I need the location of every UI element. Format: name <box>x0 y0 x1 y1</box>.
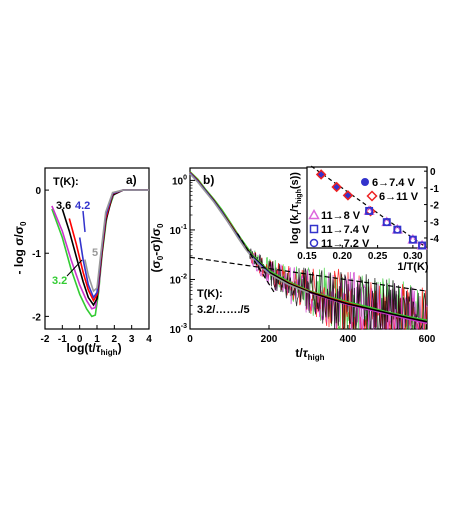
inset-legend-marker-2 <box>308 208 320 220</box>
panel-b-xtick-label-0: 0 <box>187 334 193 345</box>
panel-b-xtick-label-1: 200 <box>261 334 278 345</box>
panel-a-xtick-label-5: 3 <box>129 334 135 345</box>
annotation-4-2-pointer <box>82 210 86 233</box>
inset-legend-marker-0 <box>361 178 369 186</box>
inset-point-1-0 <box>315 169 327 180</box>
panel-a-series-group <box>51 189 149 318</box>
panel-a-xtick-label-1: -1 <box>58 334 67 345</box>
panel-b-series-group <box>189 171 428 325</box>
annotation-5: 5 <box>92 247 98 259</box>
inset-point-4-0 <box>365 206 374 215</box>
panel-b: 0 200 400 600 100 10-1 10-2 10-3 b) T(K): 3.2/…… <box>149 167 436 362</box>
inset-legend: 6→7.4 V 6→11 V 11→8 V 11→7.4 V 11→7.2 V <box>308 177 419 250</box>
inset-xtick-label-1: 0.20 <box>333 251 353 262</box>
panel-b-annotation-title: T(K): <box>197 288 223 300</box>
inset-xtick-label-0: 0.15 <box>297 251 317 262</box>
inset-xtick-label-3: 0.30 <box>403 251 423 262</box>
inset-legend-marker-3 <box>309 224 319 234</box>
panel-b-ticks: 0 200 400 600 100 10-1 10-2 10-3 <box>170 174 436 345</box>
annotation-3-2: 3.2 <box>52 275 67 287</box>
panel-a-ytick-label-0: 0 <box>35 186 41 197</box>
panel-a-ytick-label-1: -1 <box>32 249 41 260</box>
inset-xlabel: 1/T(K) <box>397 261 429 273</box>
inset-point-4-3 <box>408 235 417 244</box>
inset-legend-label-1: 6→11 V <box>379 191 419 203</box>
panel-a-xtick-label-4: 2 <box>112 334 118 345</box>
panel-a-label: a) <box>126 173 137 187</box>
annotation-4-2: 4.2 <box>75 200 90 212</box>
inset-point-1-2 <box>342 190 354 201</box>
panel-a-ticks: -2 -1 0 1 2 3 40-1-2 <box>32 186 152 345</box>
inset-panel: 0.15 0.20 0.25 0.30 0 -1 -2 -3 -4 6→7.4 V 6→11 V 1… <box>289 165 439 273</box>
annotation-3-2-pointer <box>66 259 83 277</box>
panel-b-ytick-label-3: 10-3 <box>170 323 187 336</box>
inset-legend-label-2: 11→8 V <box>321 210 361 222</box>
inset-point-4-2 <box>393 225 402 234</box>
inset-ytick-label-1: -1 <box>430 184 439 195</box>
inset-legend-label-4: 11→7.2 V <box>321 238 370 250</box>
panel-b-fit-line-1 <box>236 233 276 294</box>
panel-b-xtick-label-3: 600 <box>419 334 436 345</box>
panel-a-xtick-label-2: 0 <box>77 334 83 345</box>
annotation-3-6: 3.6 <box>56 200 71 212</box>
inset-point-4-1 <box>382 218 391 227</box>
inset-points-group <box>315 169 428 250</box>
panel-a-legend-title: T(K): <box>53 176 79 188</box>
panel-b-label: b) <box>203 173 214 187</box>
inset-point-1-1 <box>331 181 342 193</box>
inset-legend-marker-1 <box>366 190 378 202</box>
panel-a: -2 -1 0 1 2 3 40-1-2 a) T(K): 3.6 4.2 5 3.2 lo… <box>12 167 152 357</box>
inset-ticks: 0.15 0.20 0.25 0.30 0 -1 -2 -3 -4 <box>297 167 439 262</box>
inset-legend-label-3: 11→7.4 V <box>321 224 370 236</box>
inset-point-4-4 <box>418 241 427 250</box>
panel-a-xtick-label-3: 1 <box>94 334 100 345</box>
panel-b-curve-5 <box>189 173 309 294</box>
panel-b-ytick-label-0: 100 <box>172 174 187 187</box>
panel-b-xlabel: t/τhigh <box>295 346 324 362</box>
panel-b-ylabel: (σ0-σ)/σ0 <box>149 223 165 272</box>
inset-ytick-label-2: -2 <box>430 201 439 212</box>
inset-ytick-label-3: -3 <box>430 217 439 228</box>
panel-b-ytick-label-2: 10-2 <box>170 273 187 286</box>
panel-a-ylabel: - log σ/σ0 <box>12 221 28 274</box>
panel-a-xlabel: log(t/τhigh) <box>66 341 121 357</box>
inset-xtick-label-2: 0.25 <box>368 251 388 262</box>
panel-b-noise-group <box>248 248 428 330</box>
panel-a-curve-5 <box>84 189 149 293</box>
inset-ytick-label-4: -4 <box>430 234 439 245</box>
panel-a-xtick-label-6: 4 <box>146 334 152 345</box>
inset-ytick-label-0: 0 <box>430 167 436 178</box>
inset-legend-label-0: 6→7.4 V <box>372 177 415 189</box>
panel-b-annotation-range: 3.2/……./5 <box>197 304 250 316</box>
panel-a-ytick-label-2: -2 <box>32 312 41 323</box>
panel-b-fit-lines <box>189 233 428 294</box>
inset-legend-marker-4 <box>309 238 319 248</box>
panel-b-xtick-label-2: 400 <box>340 334 357 345</box>
inset-ylabel: log (kr/τhigh(s)) <box>289 172 303 244</box>
panel-a-xtick-label-0: -2 <box>41 334 50 345</box>
panel-b-ytick-label-1: 10-1 <box>170 224 187 237</box>
panel-b-noise-3 <box>248 248 428 330</box>
